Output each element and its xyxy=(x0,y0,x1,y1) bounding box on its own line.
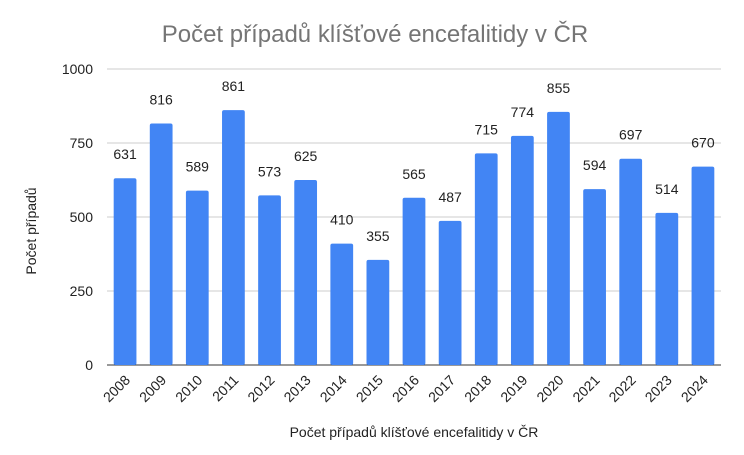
y-axis-label: Počet případů xyxy=(23,187,39,274)
y-axis-ticks: 0 250 500 750 1000 xyxy=(62,61,93,373)
data-label: 670 xyxy=(691,135,715,151)
bar xyxy=(185,190,209,365)
data-label: 697 xyxy=(619,127,643,143)
data-label: 625 xyxy=(294,148,318,164)
bar xyxy=(113,178,137,365)
data-label: 355 xyxy=(366,228,390,244)
data-label: 855 xyxy=(547,80,571,96)
x-tick-label: 2024 xyxy=(678,372,711,405)
x-tick-label: 2008 xyxy=(100,372,133,405)
x-axis-label: Počet případů klíšťové encefalitidy v ČR xyxy=(290,424,539,440)
y-tick-label: 1000 xyxy=(62,61,93,77)
data-label: 514 xyxy=(655,181,679,197)
bar xyxy=(474,153,498,365)
x-tick-label: 2022 xyxy=(605,372,638,405)
data-label: 410 xyxy=(330,212,354,228)
bar xyxy=(655,212,679,365)
x-tick-label: 2017 xyxy=(425,372,458,405)
x-tick-label: 2019 xyxy=(497,372,530,405)
data-label: 816 xyxy=(149,91,173,107)
x-tick-label: 2014 xyxy=(317,372,350,405)
y-tick-label: 750 xyxy=(70,135,94,151)
bar xyxy=(330,243,354,365)
bar xyxy=(294,180,318,365)
data-label: 631 xyxy=(113,146,137,162)
x-tick-label: 2016 xyxy=(389,372,422,405)
x-axis-ticks: 2008 2009 2010 2011 2012 2013 2014 2015 2016 2017… xyxy=(100,372,711,405)
chart-title: Počet případů klíšťové encefalitidy v ČR xyxy=(162,20,589,48)
data-label: 487 xyxy=(438,189,462,205)
bar xyxy=(366,259,390,365)
data-label: 565 xyxy=(402,166,426,182)
x-tick-label: 2009 xyxy=(136,372,169,405)
bar xyxy=(222,110,245,365)
x-tick-label: 2010 xyxy=(172,372,205,405)
bar xyxy=(149,123,173,366)
data-labels: 631 816 589 861 573 625 410 355 565 487 715 774 855 5… xyxy=(113,78,714,244)
data-label: 594 xyxy=(583,157,607,173)
data-label: 589 xyxy=(186,159,210,175)
x-tick-label: 2012 xyxy=(244,372,277,405)
x-tick-label: 2013 xyxy=(280,372,313,405)
bar xyxy=(438,220,462,365)
x-tick-label: 2020 xyxy=(533,372,566,405)
bar xyxy=(691,166,715,365)
y-tick-label: 250 xyxy=(70,283,94,299)
bar xyxy=(510,135,534,365)
bar xyxy=(547,111,570,365)
bars xyxy=(113,110,715,366)
bar xyxy=(583,189,606,365)
data-label: 715 xyxy=(475,121,499,137)
x-tick-label: 2018 xyxy=(461,372,494,405)
y-tick-label: 500 xyxy=(70,209,94,225)
bar xyxy=(402,197,426,365)
x-tick-label: 2015 xyxy=(353,372,386,405)
x-tick-label: 2011 xyxy=(209,372,242,405)
data-label: 861 xyxy=(222,78,246,94)
bar xyxy=(619,158,643,365)
x-tick-label: 2021 xyxy=(569,372,602,405)
y-tick-label: 0 xyxy=(85,357,93,373)
bar xyxy=(258,195,281,365)
data-label: 774 xyxy=(511,104,535,120)
data-label: 573 xyxy=(258,163,282,179)
x-tick-label: 2023 xyxy=(642,372,675,405)
